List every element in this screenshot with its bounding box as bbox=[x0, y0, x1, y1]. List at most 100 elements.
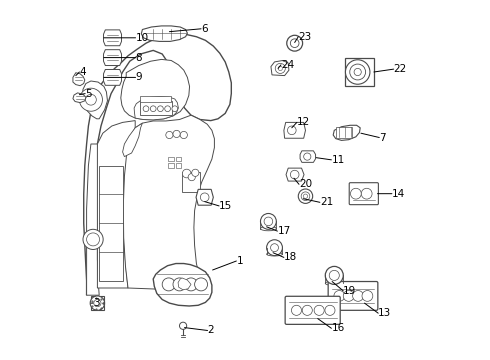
Text: 2: 2 bbox=[208, 325, 214, 336]
Text: 21: 21 bbox=[320, 197, 333, 207]
FancyBboxPatch shape bbox=[285, 296, 340, 324]
Text: 6: 6 bbox=[201, 24, 208, 34]
FancyBboxPatch shape bbox=[349, 183, 378, 204]
Circle shape bbox=[301, 192, 310, 201]
Circle shape bbox=[343, 291, 354, 301]
Text: 12: 12 bbox=[297, 117, 310, 127]
Bar bbox=[182, 172, 200, 192]
Polygon shape bbox=[271, 60, 289, 76]
Circle shape bbox=[182, 169, 191, 178]
Polygon shape bbox=[333, 125, 360, 140]
Polygon shape bbox=[103, 69, 122, 85]
Circle shape bbox=[264, 217, 273, 226]
Circle shape bbox=[345, 60, 370, 84]
Bar bbox=[91, 296, 104, 310]
FancyBboxPatch shape bbox=[328, 282, 378, 310]
Circle shape bbox=[353, 291, 364, 301]
Circle shape bbox=[87, 233, 99, 246]
Circle shape bbox=[334, 291, 345, 301]
Circle shape bbox=[362, 291, 373, 301]
Ellipse shape bbox=[325, 281, 343, 285]
Circle shape bbox=[162, 278, 175, 291]
Polygon shape bbox=[196, 189, 213, 205]
Circle shape bbox=[150, 106, 156, 112]
Circle shape bbox=[143, 106, 149, 112]
Circle shape bbox=[325, 266, 343, 284]
Circle shape bbox=[94, 300, 101, 307]
Circle shape bbox=[270, 244, 278, 252]
Polygon shape bbox=[178, 278, 191, 290]
Text: 8: 8 bbox=[136, 53, 142, 63]
Circle shape bbox=[83, 229, 103, 249]
Circle shape bbox=[195, 278, 208, 291]
Polygon shape bbox=[73, 73, 85, 86]
Bar bbox=[175, 163, 181, 168]
Ellipse shape bbox=[267, 252, 282, 256]
Text: 15: 15 bbox=[219, 201, 232, 211]
Circle shape bbox=[303, 194, 308, 198]
Circle shape bbox=[291, 39, 299, 48]
Polygon shape bbox=[121, 59, 190, 120]
Text: 7: 7 bbox=[379, 132, 386, 143]
Circle shape bbox=[350, 64, 366, 80]
Polygon shape bbox=[73, 93, 86, 103]
Circle shape bbox=[166, 131, 173, 139]
Text: 22: 22 bbox=[393, 64, 407, 74]
Polygon shape bbox=[87, 144, 99, 295]
Circle shape bbox=[329, 270, 339, 280]
Circle shape bbox=[275, 63, 285, 73]
Text: 19: 19 bbox=[343, 286, 357, 296]
Circle shape bbox=[304, 153, 311, 160]
Text: 10: 10 bbox=[136, 33, 148, 43]
Polygon shape bbox=[300, 151, 316, 162]
Circle shape bbox=[325, 305, 335, 315]
Polygon shape bbox=[153, 264, 212, 306]
Text: 1: 1 bbox=[236, 256, 243, 266]
Circle shape bbox=[298, 189, 313, 203]
Polygon shape bbox=[103, 30, 122, 46]
Text: 4: 4 bbox=[79, 67, 86, 77]
Circle shape bbox=[361, 188, 372, 199]
Bar bbox=[169, 157, 174, 161]
Text: 20: 20 bbox=[299, 179, 312, 189]
Bar bbox=[141, 96, 171, 102]
Bar bbox=[336, 127, 352, 138]
Circle shape bbox=[302, 305, 312, 315]
Circle shape bbox=[354, 68, 361, 76]
Text: 17: 17 bbox=[277, 226, 291, 236]
Bar bbox=[140, 101, 172, 115]
Polygon shape bbox=[123, 115, 215, 291]
Circle shape bbox=[172, 106, 178, 112]
Circle shape bbox=[173, 130, 180, 138]
Polygon shape bbox=[134, 96, 178, 120]
Bar bbox=[175, 157, 181, 161]
Polygon shape bbox=[99, 166, 123, 281]
Bar bbox=[345, 58, 374, 86]
Ellipse shape bbox=[261, 226, 276, 231]
Text: 3: 3 bbox=[93, 298, 99, 308]
Circle shape bbox=[287, 35, 303, 51]
Circle shape bbox=[157, 106, 163, 112]
Circle shape bbox=[291, 170, 299, 179]
Circle shape bbox=[79, 88, 102, 111]
Circle shape bbox=[86, 94, 97, 105]
Polygon shape bbox=[103, 50, 122, 66]
Bar bbox=[169, 163, 174, 168]
Circle shape bbox=[185, 278, 197, 291]
Polygon shape bbox=[84, 34, 231, 295]
Circle shape bbox=[179, 322, 187, 329]
Text: 5: 5 bbox=[85, 89, 92, 99]
Polygon shape bbox=[286, 168, 304, 181]
Circle shape bbox=[200, 193, 209, 202]
Text: 24: 24 bbox=[281, 60, 294, 70]
Circle shape bbox=[267, 240, 282, 256]
Polygon shape bbox=[122, 123, 143, 157]
Text: 23: 23 bbox=[298, 32, 312, 42]
Circle shape bbox=[314, 305, 324, 315]
Polygon shape bbox=[284, 122, 305, 138]
Text: 9: 9 bbox=[136, 72, 142, 82]
Polygon shape bbox=[141, 26, 187, 41]
Circle shape bbox=[188, 174, 196, 181]
Circle shape bbox=[173, 278, 186, 291]
Circle shape bbox=[165, 106, 171, 112]
